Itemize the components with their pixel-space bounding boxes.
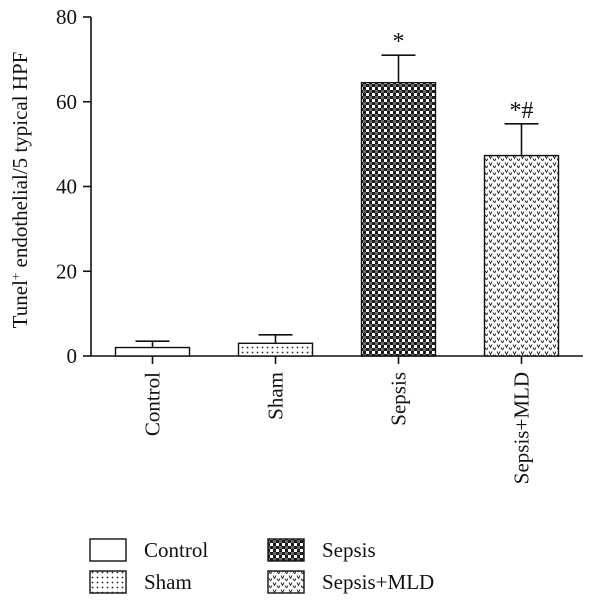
legend-label: Control [144, 538, 208, 562]
legend-label: Sepsis+MLD [322, 570, 434, 594]
y-tick-label: 80 [56, 5, 77, 29]
legend-swatch [89, 570, 127, 594]
y-tick-label: 40 [56, 175, 77, 199]
y-tick-label: 20 [56, 259, 77, 283]
y-tick-label: 60 [56, 90, 77, 114]
x-tick-label: Control [141, 372, 165, 436]
legend-swatch [267, 538, 305, 562]
legend-swatch [267, 570, 305, 594]
x-ticks: Control Sham Sepsis Sepsis+MLD [141, 356, 534, 484]
y-tick-label: 0 [67, 344, 78, 368]
bar-sepsis-mld [483, 154, 560, 357]
x-tick-label: Sham [264, 372, 288, 420]
significance-marker: * [393, 29, 405, 55]
legend-label: Sham [144, 570, 192, 594]
legend-swatch [89, 538, 127, 562]
x-tick-label: Sepsis [387, 372, 411, 426]
x-tick-label: Sepsis+MLD [510, 372, 534, 484]
legend-label: Sepsis [322, 538, 376, 562]
y-axis-label: Tunel+ endothelial/5 typical HPF [8, 52, 33, 329]
legend: Control Sepsis Sham Sepsis+MLD [89, 538, 434, 594]
bar-sepsis [360, 81, 437, 357]
bar-control [114, 346, 191, 357]
significance-marker: *# [510, 98, 534, 124]
y-ticks: 0 20 40 60 80 [56, 5, 91, 368]
bars: * *# [114, 29, 560, 357]
bar-sham [237, 342, 314, 357]
